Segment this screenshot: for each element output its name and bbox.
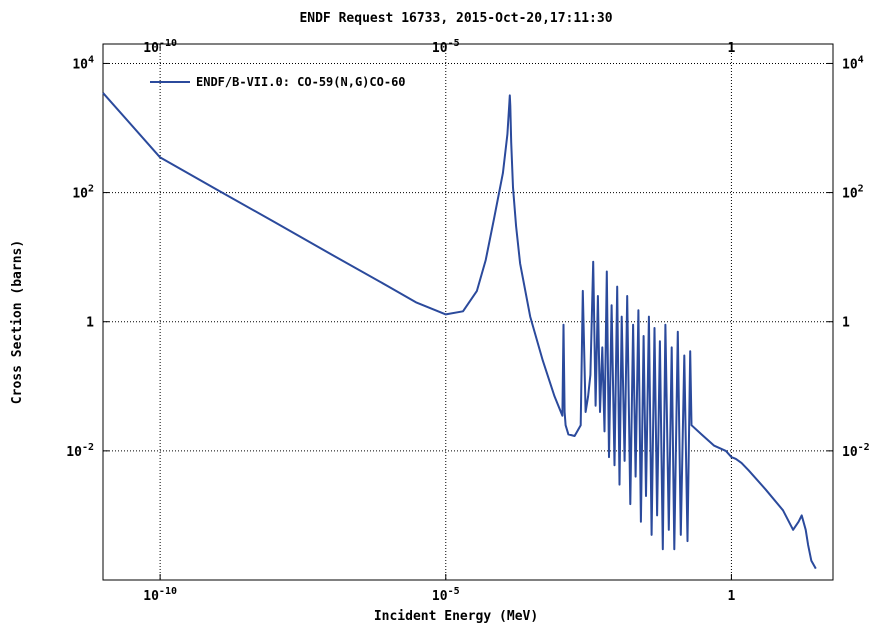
- y-tick-label-right: 1: [842, 316, 850, 331]
- x-tick-label-bottom: 10-10: [143, 586, 177, 604]
- y-tick-label-right: 10-2: [842, 442, 870, 460]
- x-tick-label-top: 1: [728, 41, 736, 56]
- y-tick-label-left: 104: [72, 54, 94, 72]
- grid-lines: [103, 44, 833, 580]
- series-line: [102, 92, 817, 570]
- y-tick-label-left: 102: [72, 184, 94, 202]
- x-tick-label-top: 10-5: [432, 38, 460, 56]
- axis-ticks: 10-10 10-10 10-5 10-5 1 1 104 104 102 102 1 1 10-2 10…: [66, 38, 869, 604]
- legend-entry: ENDF/B-VII.0: CO-59(N,G)CO-60: [196, 75, 406, 89]
- y-tick-label-left: 10-2: [66, 442, 94, 460]
- x-tick-label-bottom: 10-5: [432, 586, 460, 604]
- y-tick-label-right: 104: [842, 54, 864, 72]
- plot-frame: [102, 43, 834, 581]
- x-tick-label-bottom: 1: [728, 589, 736, 604]
- legend: ENDF/B-VII.0: CO-59(N,G)CO-60: [150, 75, 406, 89]
- y-axis-label: Cross Section (barns): [10, 240, 25, 404]
- x-axis-label: Incident Energy (MeV): [374, 609, 538, 624]
- series-layer: [102, 92, 817, 570]
- x-tick-label-top: 10-10: [143, 38, 177, 56]
- y-tick-label-right: 102: [842, 184, 864, 202]
- chart-title: ENDF Request 16733, 2015-Oct-20,17:11:30: [299, 11, 612, 26]
- y-tick-label-left: 1: [86, 316, 94, 331]
